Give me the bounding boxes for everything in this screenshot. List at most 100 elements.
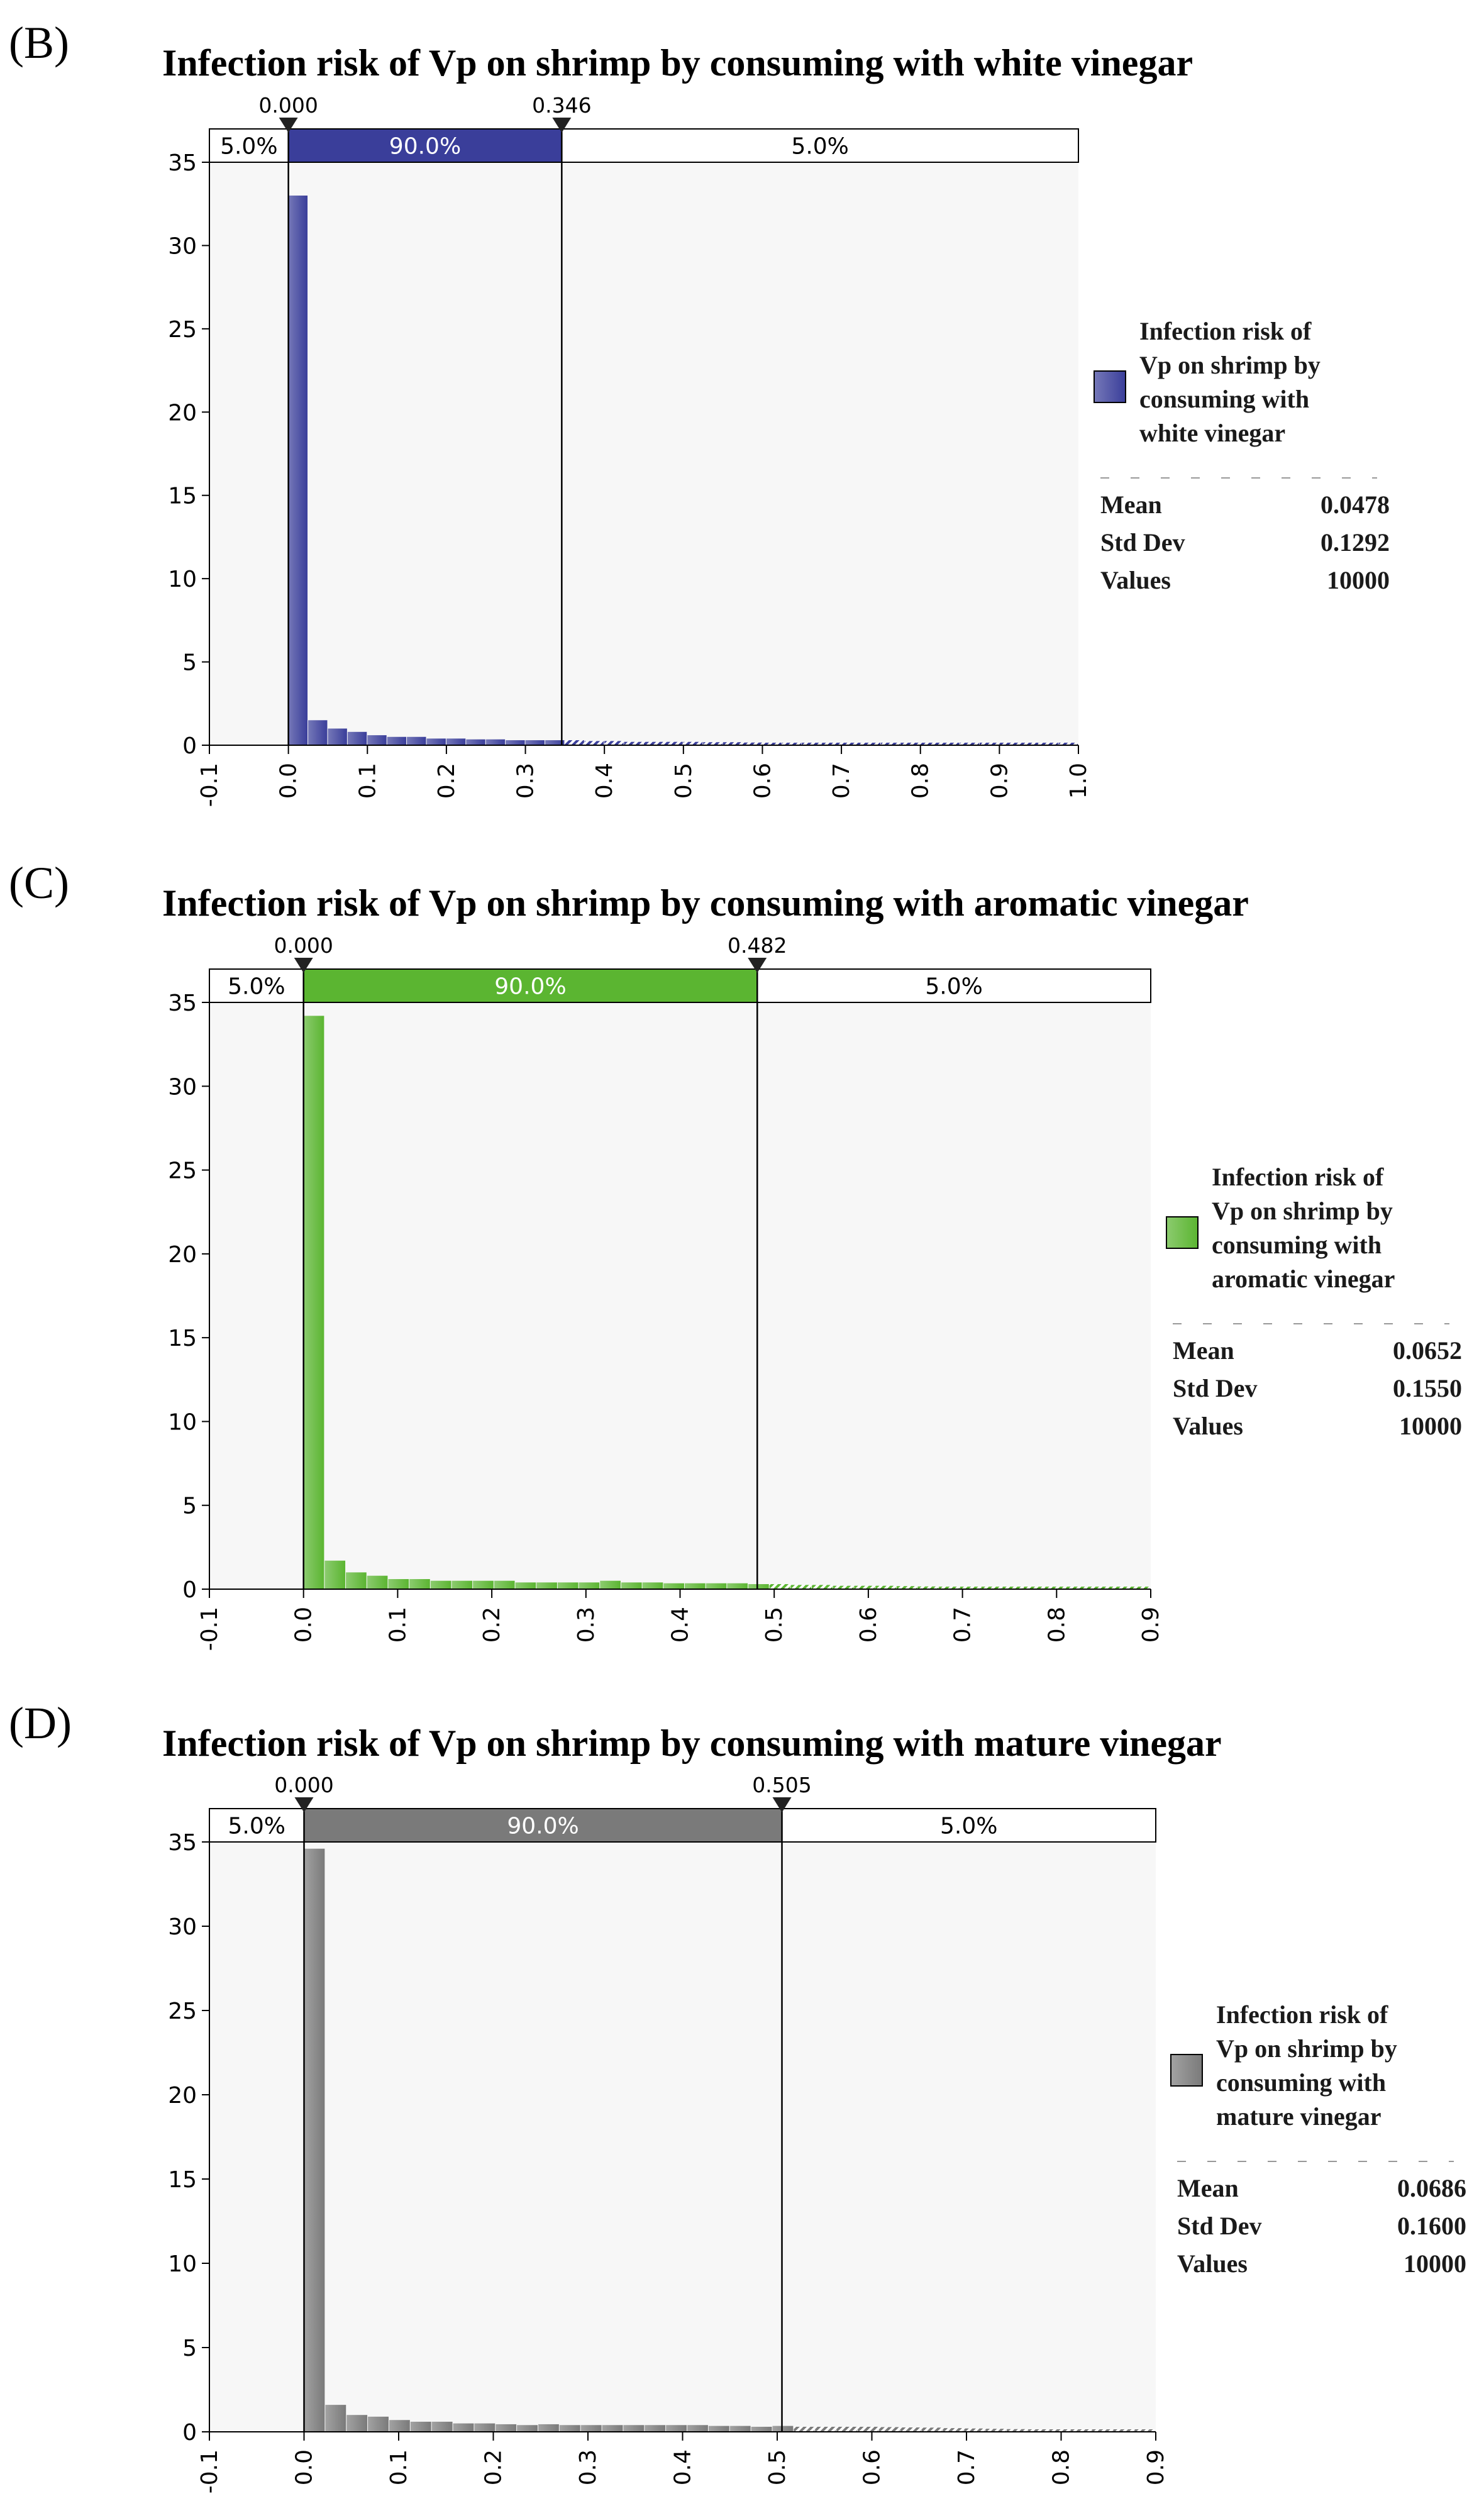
histogram-bar [743,742,762,745]
panel-letter: (C) [9,858,69,908]
legend-label-line: Infection risk of [1139,317,1312,345]
marker-triangle-left [279,118,298,133]
x-tick-label: 0.6 [860,2449,885,2485]
histogram-bar [748,1584,769,1589]
x-tick-label: 0.3 [513,763,539,799]
legend-label-line: Infection risk of [1212,1163,1384,1191]
histogram-bar [762,743,782,745]
histogram-bar [900,743,920,745]
histogram-bar [687,2425,708,2432]
x-tick-label: 0.0 [276,763,302,799]
histogram-bar [861,743,880,745]
histogram-bar [878,2427,900,2432]
marker-label-left: 0.000 [274,1773,333,1797]
x-tick-label: 0.3 [575,2449,601,2485]
legend-label-line: aromatic vinegar [1212,1265,1395,1293]
y-tick-label: 0 [182,733,197,759]
x-tick-label: 0.4 [668,1607,694,1643]
x-tick-label: 0.2 [434,763,460,799]
histogram-bar [409,1579,430,1589]
stat-label: Values [1100,566,1171,594]
histogram-bar [1134,2429,1155,2432]
histogram-bar [446,738,466,745]
histogram-bar [985,2429,1006,2432]
histogram-bar [621,1582,642,1589]
band-middle-percent: 90.0% [389,134,461,160]
histogram-bar [538,2424,559,2432]
histogram-bar [346,1572,367,1589]
histogram-bar [1002,1587,1023,1589]
x-tick-label: 0.1 [385,1607,411,1643]
y-tick-label: 0 [182,2420,197,2446]
y-tick-label: 25 [168,317,197,343]
y-tick-label: 20 [168,2083,197,2109]
histogram-bar [288,195,308,745]
histogram-bar [706,1583,727,1589]
histogram-bar [559,2425,580,2432]
histogram-bar [347,731,367,745]
band-left-percent: 5.0% [228,1814,285,1839]
histogram-bar [900,2427,921,2432]
histogram-bar [1019,743,1039,745]
legend: Infection risk of Vp on shrimp by consumin… [1170,2000,1466,2278]
histogram-bar [506,740,525,745]
histogram-bar [666,2425,687,2432]
histogram-bar [623,2425,645,2432]
histogram-bar [723,742,743,745]
histogram-bar [960,1587,981,1589]
histogram-bar [324,1560,346,1589]
x-tick-label: -0.1 [197,1607,223,1651]
histogram-bar [790,1585,812,1589]
x-tick-label: 0.1 [355,763,380,799]
chart-panel-3: (D) Infection risk of Vp on shrimp by con… [9,1698,1466,2493]
histogram-bar [794,2426,815,2432]
histogram-bar [708,2426,729,2432]
histogram-bar [841,743,861,745]
marker-label-right: 0.482 [728,933,787,958]
x-tick-label: 0.8 [908,763,934,799]
y-tick-label: 35 [168,990,197,1016]
histogram-bar [485,739,506,745]
chart-title: Infection risk of Vp on shrimp by consum… [162,42,1193,84]
histogram-bar [1027,2429,1049,2432]
x-tick-label: 1.0 [1066,763,1092,799]
y-tick-label: 35 [168,1830,197,1856]
x-tick-label: 0.9 [1138,1607,1164,1643]
x-tick-label: 0.1 [386,2449,412,2485]
histogram-bar [430,1580,451,1589]
y-tick-label: 0 [182,1577,197,1603]
histogram-bar [1049,2429,1070,2432]
histogram-bar [642,1582,663,1589]
histogram-bar [525,740,545,745]
histogram-bar [921,2427,943,2432]
histogram-bar [943,2428,964,2432]
histogram-bar [604,741,624,745]
legend-label-line: mature vinegar [1216,2102,1382,2131]
histogram-bar [600,1580,621,1589]
histogram-bar [857,2426,878,2432]
histogram-bar [584,741,604,745]
histogram-bar [964,2428,985,2432]
band-right-percent: 5.0% [925,974,982,1000]
x-tick-label: 0.4 [592,763,617,799]
band-middle-percent: 90.0% [494,974,566,1000]
histogram-bar [466,739,485,745]
y-tick-label: 35 [168,150,197,176]
chart-panel-2: (C) Infection risk of Vp on shrimp by con… [9,858,1462,1651]
histogram-bar [833,1585,854,1589]
stat-label: Std Dev [1100,528,1185,557]
plot-area [209,1842,1156,2432]
histogram-bar [1113,2429,1134,2432]
histogram-bar [367,1575,388,1589]
histogram-bar [389,2420,410,2432]
stat-label: Std Dev [1177,2212,1261,2240]
marker-triangle-right [772,1797,792,1812]
histogram-bar [453,2423,474,2432]
x-tick-label: 0.4 [670,2449,696,2485]
stat-value: 0.1550 [1393,1374,1462,1402]
x-tick-label: 0.2 [479,1607,505,1643]
chart-panel-1: (B) Infection risk of Vp on shrimp by con… [9,18,1390,807]
histogram-bar [496,2424,517,2432]
histogram-bar [431,2421,453,2432]
stat-value: 10000 [1327,566,1390,594]
